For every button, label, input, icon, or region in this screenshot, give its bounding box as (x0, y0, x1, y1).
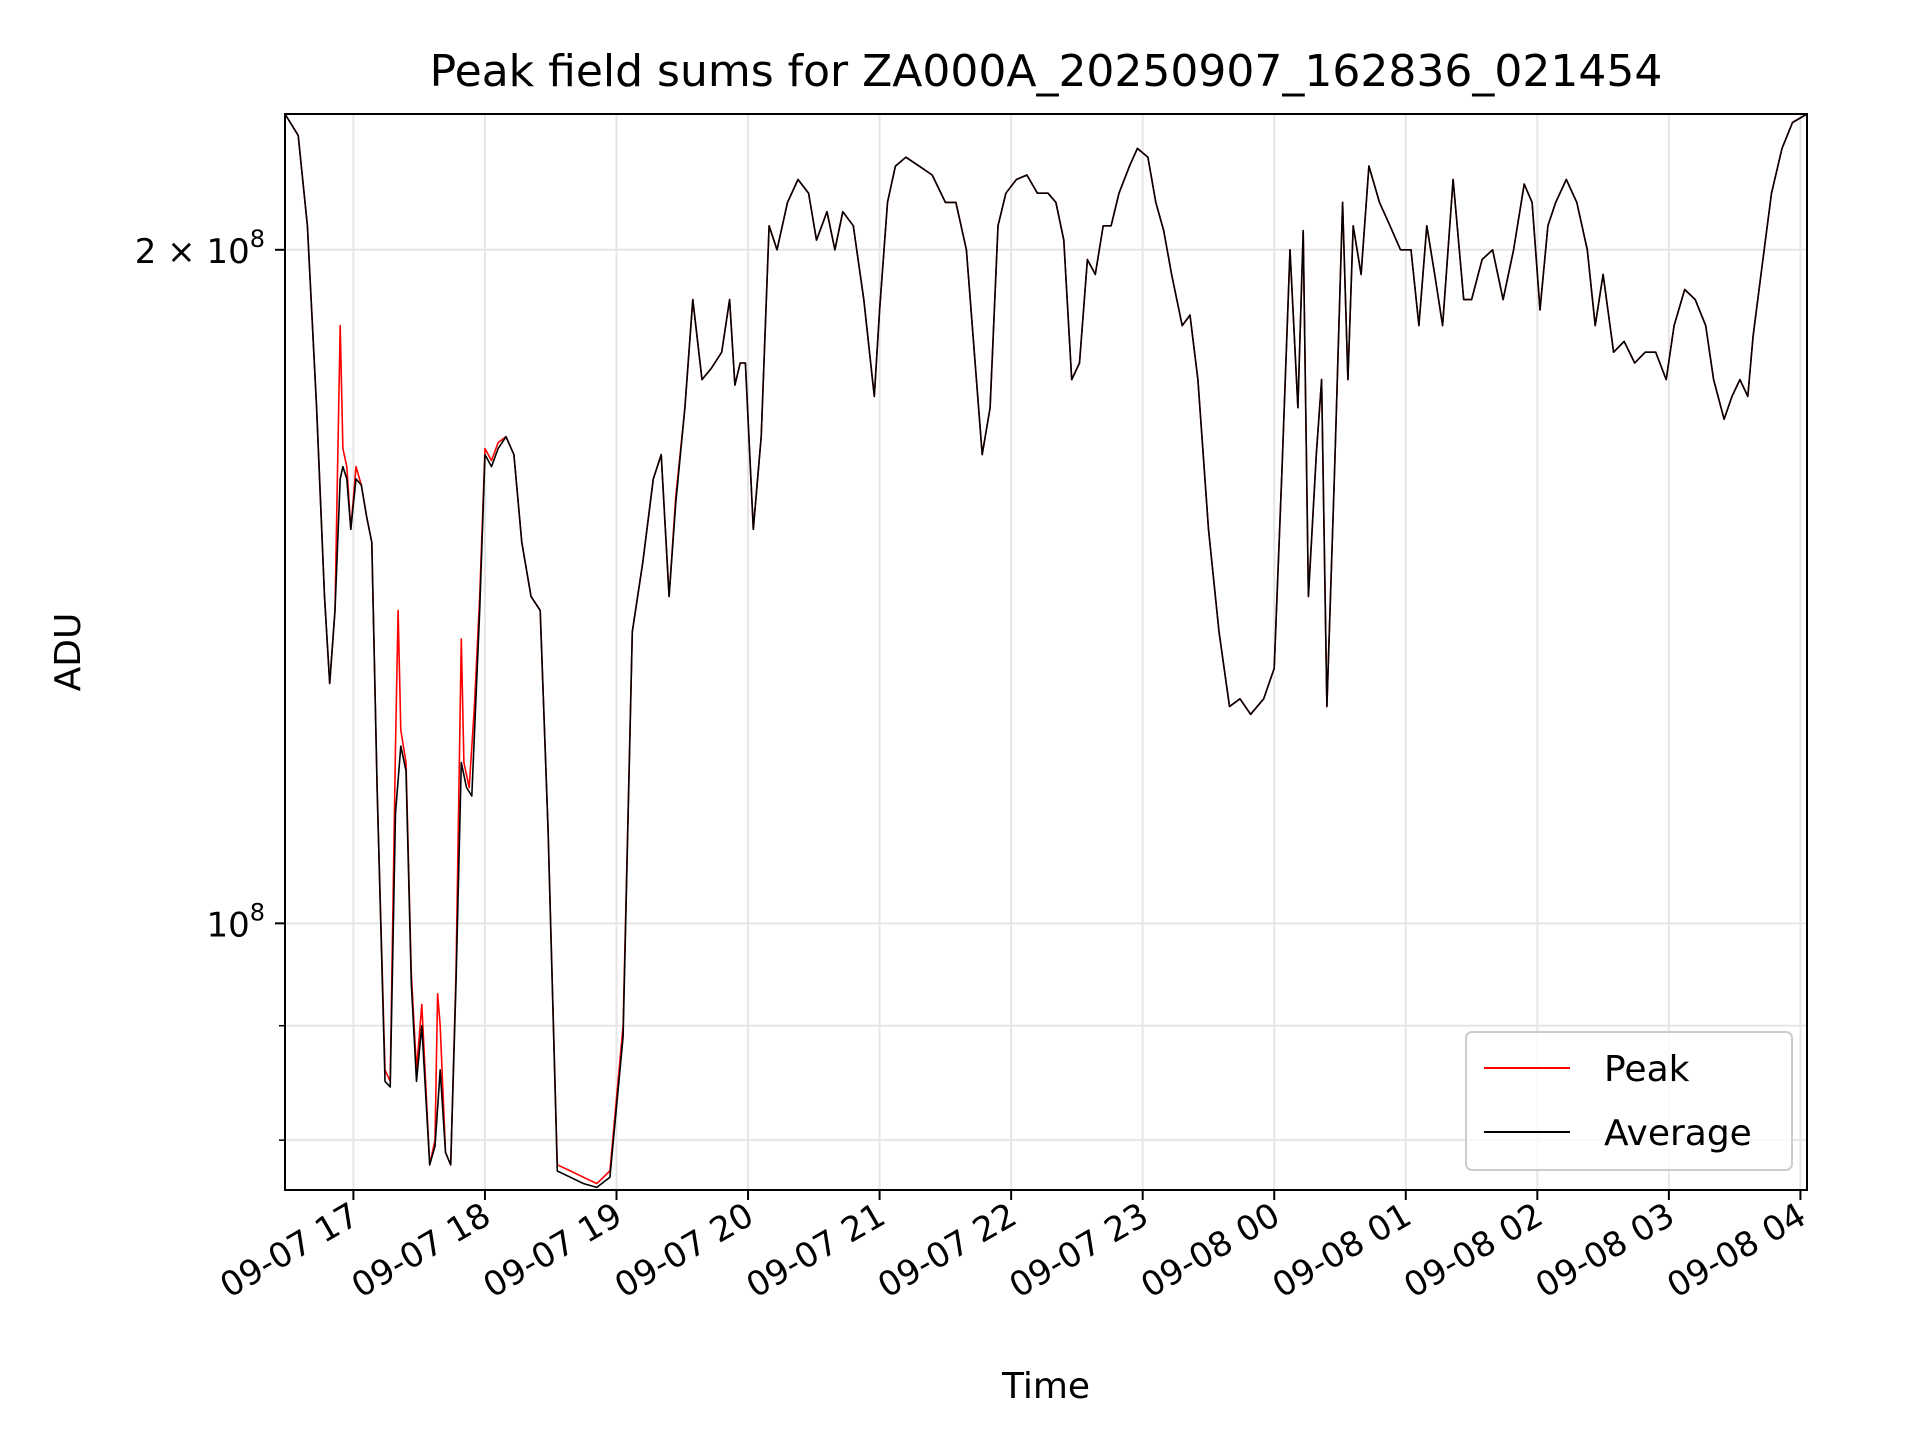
y-tick-mantissa: 2 × (135, 232, 207, 272)
y-axis-label: ADU (48, 613, 89, 692)
chart-title: Peak field sums for ZA000A_20250907_1628… (430, 46, 1663, 97)
plot-series (284, 113, 1808, 1189)
grid-lines (285, 114, 1807, 1190)
y-tick-exponent: 8 (250, 898, 265, 926)
legend-peak-label: Peak (1604, 1049, 1690, 1090)
x-axis-label: Time (1001, 1366, 1090, 1407)
y-tick-label: 108 (206, 898, 265, 945)
legend-box (1465, 1031, 1793, 1171)
y-tick-base: 10 (206, 232, 249, 272)
plot-frame (284, 113, 1808, 1191)
series-line-average (284, 113, 1808, 1189)
y-tick-label: 2 × 108 (135, 225, 265, 272)
legend: Peak Average (1465, 1031, 1793, 1171)
legend-average-label: Average (1604, 1113, 1752, 1154)
y-tick-exponent: 8 (250, 225, 265, 253)
y-tick-base: 10 (206, 905, 249, 945)
